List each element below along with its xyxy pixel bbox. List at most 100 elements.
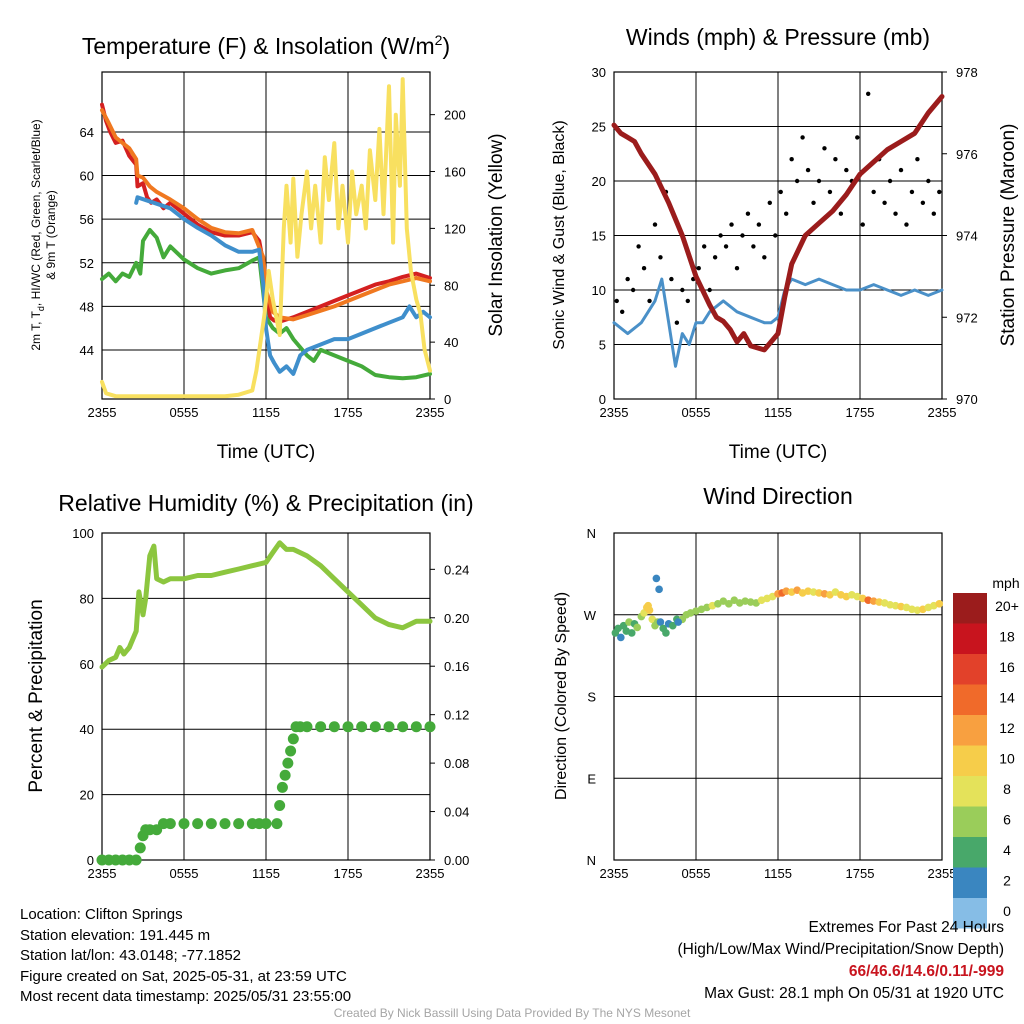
- data-point: [887, 178, 893, 184]
- data-point: [614, 298, 619, 304]
- data-point: [909, 189, 915, 195]
- data-point: [205, 818, 217, 830]
- station-elevation: Station elevation: 191.445 m: [20, 926, 211, 944]
- recent-timestamp: Most recent data timestamp: 2025/05/31 2…: [20, 988, 352, 1005]
- data-point: [800, 135, 805, 140]
- y2-tick-label: 0.08: [444, 756, 469, 771]
- colorbar-label: 12: [999, 720, 1015, 736]
- winds-panel: Winds (mph) & Pressure (mb) Sonic Wind &…: [551, 24, 1019, 463]
- data-point: [729, 222, 734, 227]
- y2-tick-label: 0.12: [444, 708, 469, 723]
- data-point: [937, 189, 942, 195]
- colorbar-swatch: [953, 654, 987, 685]
- humidity-title: Relative Humidity (%) & Precipitation (i…: [58, 490, 473, 516]
- temperature-ylabel-line2: & 9m T (Orange): [44, 190, 58, 280]
- winds-ylabel: Sonic Wind & Gust (Blue, Black): [551, 120, 568, 349]
- plot-frame: [101, 532, 431, 861]
- data-point: [871, 189, 876, 195]
- series-line: [612, 277, 944, 368]
- y-tick-label: 20: [592, 174, 606, 189]
- data-point: [685, 298, 690, 304]
- y2-tick-label: 0.16: [444, 659, 469, 674]
- colorbar-swatch: [953, 806, 987, 837]
- data-point: [915, 157, 920, 162]
- data-point: [904, 222, 909, 227]
- y-tick-label: S: [587, 690, 596, 705]
- x-tick-label: 0555: [682, 405, 711, 420]
- y2-tick-label: 972: [956, 310, 978, 325]
- data-point: [658, 255, 663, 260]
- data-point: [898, 167, 904, 173]
- x-tick-label: 0555: [682, 866, 711, 881]
- y2-tick-label: 978: [956, 65, 978, 80]
- x-tick-label: 2355: [416, 866, 445, 881]
- data-point: [773, 233, 778, 238]
- y-tick-label: N: [587, 526, 596, 541]
- colorbar-label: 20+: [995, 598, 1019, 614]
- y2-tick-label: 80: [444, 278, 458, 293]
- y-tick-label: 80: [80, 591, 94, 606]
- plot-frame: [613, 532, 943, 861]
- y-tick-label: 52: [80, 256, 94, 271]
- data-point: [767, 200, 772, 205]
- data-point: [424, 721, 436, 733]
- direction-point: [674, 618, 683, 626]
- data-point: [630, 287, 636, 293]
- direction-point: [644, 601, 652, 610]
- data-point: [762, 255, 767, 260]
- colorbar-label: 8: [1003, 781, 1011, 797]
- data-point: [866, 91, 871, 97]
- x-tick-label: 2355: [416, 405, 445, 420]
- y2-tick-label: 976: [956, 147, 978, 162]
- colorbar-swatch: [953, 837, 987, 868]
- data-point: [723, 244, 729, 249]
- data-point: [926, 178, 931, 184]
- colorbar-swatch: [953, 776, 987, 807]
- colorbar-swatch: [953, 898, 987, 929]
- data-point: [707, 287, 712, 293]
- x-tick-label: 1155: [764, 866, 792, 881]
- direction-point: [617, 633, 625, 642]
- series-line: [100, 228, 432, 381]
- data-point: [674, 320, 680, 325]
- y-tick-label: 20: [80, 788, 94, 803]
- extremes-legend: (High/Low/Max Wind/Precipitation/Snow De…: [677, 941, 1005, 958]
- data-point: [383, 721, 395, 733]
- x-tick-label: 1755: [846, 866, 875, 881]
- data-point: [789, 157, 794, 162]
- y-tick-label: 64: [80, 125, 94, 140]
- data-point: [855, 135, 860, 140]
- data-point: [816, 178, 822, 184]
- y-tick-label: 25: [592, 120, 606, 135]
- winds-xlabel: Time (UTC): [729, 442, 828, 463]
- extremes-summary: Extremes For Past 24 Hours (High/Low/Max…: [678, 917, 1005, 1005]
- data-point: [315, 721, 327, 733]
- data-point: [784, 211, 789, 216]
- data-point: [328, 721, 340, 733]
- colorbar-swatch: [953, 623, 987, 654]
- data-point: [285, 745, 297, 757]
- y-tick-label: 48: [80, 299, 94, 314]
- colorbar-label: 4: [1003, 842, 1011, 858]
- data-point: [882, 200, 887, 205]
- data-point: [647, 298, 652, 304]
- winds-title: Winds (mph) & Pressure (mb): [626, 24, 930, 50]
- data-point: [669, 276, 674, 282]
- direction-point: [627, 629, 636, 637]
- data-point: [838, 211, 844, 216]
- x-tick-label: 2355: [600, 866, 629, 881]
- data-point: [260, 818, 272, 830]
- x-tick-label: 1755: [334, 405, 363, 420]
- data-point: [827, 189, 833, 195]
- temperature-ylabel-line1: 2m T, Td, HI/WC (Red, Green, Scarlet/Blu…: [29, 119, 46, 350]
- series-line: [100, 77, 432, 399]
- y-tick-label: 56: [80, 212, 94, 227]
- data-point: [636, 244, 641, 249]
- y2-tick-label: 160: [444, 165, 466, 180]
- colorbar-swatch: [953, 684, 987, 715]
- colorbar-label: 10: [999, 751, 1015, 767]
- data-point: [794, 178, 800, 184]
- series-line: [611, 94, 945, 353]
- data-point: [397, 721, 409, 733]
- data-point: [931, 211, 936, 216]
